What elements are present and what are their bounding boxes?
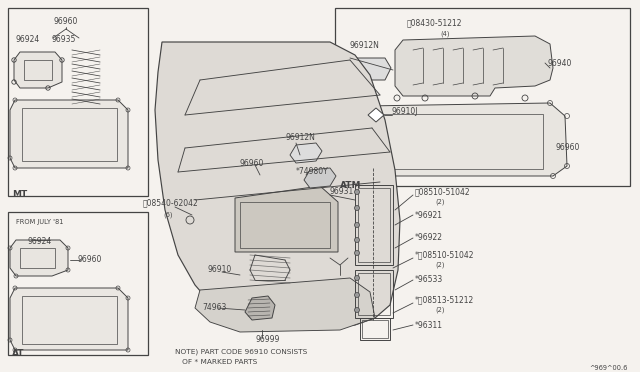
Text: OF * MARKED PARTS: OF * MARKED PARTS [175,359,257,365]
Polygon shape [304,168,336,188]
Text: ATM: ATM [340,181,362,190]
Text: 96924: 96924 [28,237,52,247]
Circle shape [355,292,360,298]
Text: *96922: *96922 [415,234,443,243]
Text: (6): (6) [163,212,173,218]
Text: 74963: 74963 [202,304,227,312]
Polygon shape [395,36,553,96]
Polygon shape [155,42,400,328]
Text: 96940: 96940 [547,58,572,67]
Polygon shape [290,143,322,163]
Circle shape [355,189,360,195]
Polygon shape [368,108,384,122]
Text: 96924: 96924 [16,35,40,45]
Text: 96912N: 96912N [350,42,380,51]
Polygon shape [10,240,68,276]
Bar [355,270,393,318]
Bar [335,8,630,186]
Polygon shape [195,278,375,332]
Text: ^969^00.6: ^969^00.6 [589,365,628,371]
Text: MT: MT [12,190,28,199]
Text: *96311: *96311 [415,321,443,330]
Polygon shape [343,58,391,80]
Bar [22,108,117,161]
Circle shape [355,276,360,280]
Polygon shape [245,296,275,320]
Text: FROM JULY '81: FROM JULY '81 [16,219,63,225]
Bar [355,185,393,265]
Text: *74980Y: *74980Y [296,167,329,176]
Bar [8,8,148,196]
Bar [362,320,388,338]
Polygon shape [10,288,128,350]
Bar [20,248,55,268]
Bar [373,114,543,169]
Text: 96960: 96960 [555,144,579,153]
Bar [358,188,390,262]
Text: (2): (2) [435,262,445,268]
Text: Ⓢ08540-62042: Ⓢ08540-62042 [143,199,199,208]
Text: 96910: 96910 [208,266,232,275]
Circle shape [355,222,360,228]
Text: 96935: 96935 [52,35,76,45]
Text: (2): (2) [435,199,445,205]
Text: 96910J: 96910J [392,108,419,116]
Polygon shape [235,186,338,252]
Circle shape [355,205,360,211]
Circle shape [355,237,360,243]
Circle shape [355,308,360,312]
Text: *Ⓢ08510-51042: *Ⓢ08510-51042 [415,250,474,260]
Bar [360,318,390,340]
Polygon shape [351,103,567,176]
Text: AT: AT [12,349,24,358]
Bar [358,273,390,315]
Text: 96931: 96931 [330,187,355,196]
Bar [24,60,52,80]
Text: *Ⓢ08513-51212: *Ⓢ08513-51212 [415,295,474,305]
Bar [240,202,330,248]
Text: (4): (4) [440,31,449,37]
Text: 96912N: 96912N [286,134,316,142]
Text: (2): (2) [435,307,445,313]
Text: Ⓢ08510-51042: Ⓢ08510-51042 [415,187,470,196]
Bar [8,212,148,355]
Circle shape [355,250,360,256]
Text: 96960: 96960 [78,256,102,264]
Text: *96533: *96533 [415,276,444,285]
Polygon shape [14,52,62,88]
Text: 96960: 96960 [54,17,78,26]
Polygon shape [10,100,128,168]
Text: Ⓢ08430-51212: Ⓢ08430-51212 [407,19,463,28]
Bar [22,296,117,344]
Text: NOTE) PART CODE 96910 CONSISTS: NOTE) PART CODE 96910 CONSISTS [175,349,307,355]
Text: *96921: *96921 [415,211,443,219]
Text: 96999: 96999 [255,336,280,344]
Text: 96960: 96960 [240,160,264,169]
